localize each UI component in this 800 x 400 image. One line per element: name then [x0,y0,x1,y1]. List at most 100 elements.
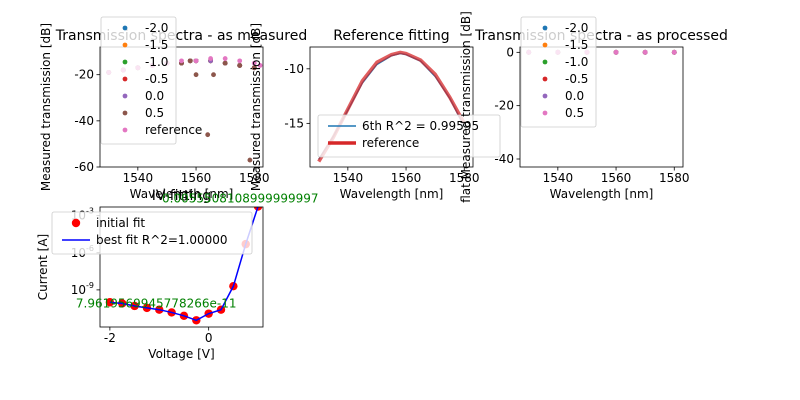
legend-label: 0.5 [145,106,164,120]
y-tick-label: -20 [74,68,94,82]
chart-spectra_measured: 1540 1560 1580 -60 -40 -20 Wavelength [nm] Meas… [39,16,307,201]
data-point [642,49,648,55]
data-point [237,58,243,64]
x-tick-label: 1560 [601,171,632,185]
x-tick-label: 0 [205,331,213,345]
chart-reference_fitting: 1540 1560 1580 -15 -10 Wavelength [nm] Measure… [249,23,501,201]
y-tick-label: 0 [506,45,514,59]
x-tick-label: 1580 [239,171,270,185]
x-tick-label: -2 [104,331,116,345]
axes-frame [519,46,684,168]
annotation: 0.0055508108999999997 [162,191,319,205]
chart-title: IV-fitting [152,188,211,204]
legend-box [317,114,501,158]
legend-label: reference [362,136,419,150]
legend-label: 0.5 [565,106,584,120]
series-1-1 [317,50,466,163]
legend-label: -1.5 [565,38,588,52]
legend-label: initial fit [96,216,145,230]
series-3-1 [109,207,259,322]
y-tick-label: -60 [74,160,94,174]
x-tick-label: 1580 [659,171,690,185]
legend-marker [122,93,128,99]
legend-marker [122,42,128,48]
legend-marker [542,59,548,65]
legend-label: reference [145,123,202,137]
legend-label: 0.0 [145,89,164,103]
x-tick-label: 1560 [391,171,422,185]
legend-marker [122,76,128,82]
legend-box [100,16,177,145]
x-tick-label: 1540 [123,171,154,185]
annotation: 7.9619569945778266e-11 [76,296,237,310]
y-tick-label: 10-9 [71,281,94,297]
legend-label: 0.0 [565,89,584,103]
legend-label: 6th R^2 = 0.99595 [362,119,479,133]
data-point [193,72,199,78]
data-point [187,58,193,64]
y-tick-base: 10 [71,283,86,297]
x-axis-label: Wavelength [nm] [130,187,234,201]
legend-label: -0.5 [145,72,168,86]
data-point [222,56,228,61]
legend-marker [542,76,548,82]
x-axis-label: Voltage [V] [148,347,214,361]
data-point [247,157,253,163]
legend: initial fit best fit R^2=1.00000 [51,211,253,255]
legend-marker [542,93,548,99]
data-point [257,63,263,68]
chart-spectra_processed: 1540 1560 1580 -40 -20 0 Wavelength [nm] flat M… [459,11,728,203]
legend-label: -2.0 [145,21,168,35]
data-point [237,63,243,68]
legend-label: -1.0 [145,55,168,69]
y-axis-label: Measured transmission [dB] [39,23,53,191]
y-tick-label: -10 [284,62,304,76]
x-axis-label: Wavelength [nm] [550,187,654,201]
y-tick-exponent: -9 [86,281,94,290]
data-point [671,49,677,55]
legend-box [520,16,597,128]
legend: 6th R^2 = 0.99595 reference [317,114,501,158]
y-tick-label: -40 [74,114,94,128]
data-point [179,58,184,64]
y-axis-label: Current [A] [36,234,50,300]
series-line [317,50,466,163]
legend-label: best fit R^2=1.00000 [96,233,228,247]
data-point [613,49,619,55]
axes-frame [99,46,264,168]
data-point [208,56,214,61]
y-tick-exponent: -3 [86,207,94,216]
data-point [211,72,216,78]
y-tick-label: -20 [494,99,514,113]
legend-marker [542,110,548,116]
y-tick-label: -15 [284,116,304,130]
x-tick-label: 1560 [181,171,212,185]
legend-marker [122,110,128,116]
legend-marker [122,59,128,65]
legend-label: -1.5 [145,38,168,52]
x-tick-label: 1540 [543,171,574,185]
chart-title: Transmission spectra - as processed [474,28,728,44]
series-line [109,207,259,322]
legend-marker [542,42,548,48]
data-point [105,298,115,307]
chart-title: Transmission spectra - as measured [55,28,307,44]
legend: -2.0 -1.5 -1.0 -0.5 0.0 0.5 [520,16,597,128]
legend-label: -2.0 [565,21,588,35]
y-axis-label: flat Measured transmission [dB] [459,11,473,203]
data-point [193,58,199,64]
y-tick-label: -40 [494,152,514,166]
x-tick-label: 1580 [449,171,480,185]
legend-marker [122,127,128,133]
axes-frame [309,46,474,168]
x-axis-label: Wavelength [nm] [340,187,444,201]
legend-label: -0.5 [565,72,588,86]
legend-label: -1.0 [565,55,588,69]
data-point [251,65,257,71]
legend-marker [542,25,548,31]
legend-marker [122,25,128,31]
y-axis-label: Measured transmission [dB] [249,23,263,191]
x-tick-label: 1540 [333,171,364,185]
